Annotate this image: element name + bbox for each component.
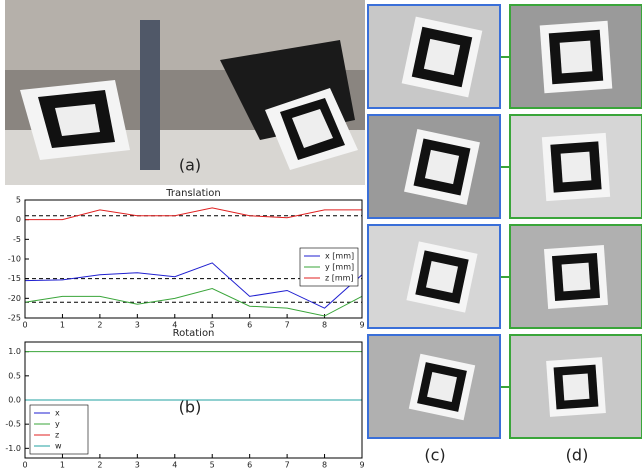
- x-tick-label: 1: [60, 461, 65, 470]
- x-tick-label: 7: [285, 461, 290, 470]
- marker: [426, 261, 458, 293]
- y-tick-label: -20: [8, 294, 21, 303]
- x-tick-label: 7: [285, 321, 290, 330]
- x-tick-label: 2: [97, 461, 102, 470]
- legend-label: y [mm]: [325, 263, 354, 272]
- chart-title: Translation: [165, 188, 221, 199]
- x-tick-label: 4: [172, 461, 177, 470]
- x-tick-label: 0: [22, 461, 27, 470]
- y-tick-label: -5: [13, 235, 21, 244]
- y-tick-label: 0.5: [8, 371, 21, 380]
- y-tick-label: -15: [8, 274, 21, 283]
- page: {"panel_labels": ["(a)", "(b)", "(c)", "…: [0, 0, 642, 470]
- x-tick-label: 9: [359, 321, 364, 330]
- chart-title: Rotation: [173, 328, 215, 339]
- y-tick-label: -25: [8, 314, 21, 323]
- legend-label: z: [55, 431, 59, 440]
- y-tick-label: -1.0: [5, 444, 21, 453]
- x-tick-label: 1: [60, 321, 65, 330]
- x-tick-label: 9: [359, 461, 364, 470]
- panel-label: (a): [179, 156, 201, 175]
- x-tick-label: 3: [135, 461, 140, 470]
- y-tick-label: 0: [16, 215, 21, 224]
- marker: [562, 263, 591, 292]
- y-tick-label: -10: [8, 255, 21, 264]
- legend-label: z [mm]: [325, 274, 354, 283]
- marker: [424, 39, 460, 75]
- legend-label: y: [55, 420, 60, 429]
- y-tick-label: 5: [16, 196, 21, 205]
- x-tick-label: 5: [210, 461, 215, 470]
- photo-grid: [368, 5, 642, 438]
- marker: [561, 152, 592, 183]
- marker: [563, 374, 590, 401]
- x-tick-label: 3: [135, 321, 140, 330]
- legend-label: x [mm]: [325, 252, 354, 261]
- figure: (a) (b) (c) (d) Translation50-5-10-15-20…: [0, 0, 642, 470]
- marker: [425, 150, 459, 184]
- x-tick-label: 8: [322, 321, 327, 330]
- x-tick-label: 2: [97, 321, 102, 330]
- legend-label: x: [55, 409, 60, 418]
- panel-label: (d): [566, 446, 589, 465]
- x-tick-label: 0: [22, 321, 27, 330]
- marker: [560, 41, 593, 74]
- x-tick-label: 6: [247, 321, 252, 330]
- y-tick-label: 1.0: [8, 347, 21, 356]
- x-tick-label: 8: [322, 461, 327, 470]
- y-tick-label: 0.0: [8, 396, 21, 405]
- marker: [427, 372, 457, 402]
- panel-label: (c): [424, 446, 445, 465]
- legend-label: w: [55, 442, 62, 451]
- y-tick-label: -0.5: [5, 420, 21, 429]
- series-line: [25, 208, 362, 220]
- x-tick-label: 6: [247, 461, 252, 470]
